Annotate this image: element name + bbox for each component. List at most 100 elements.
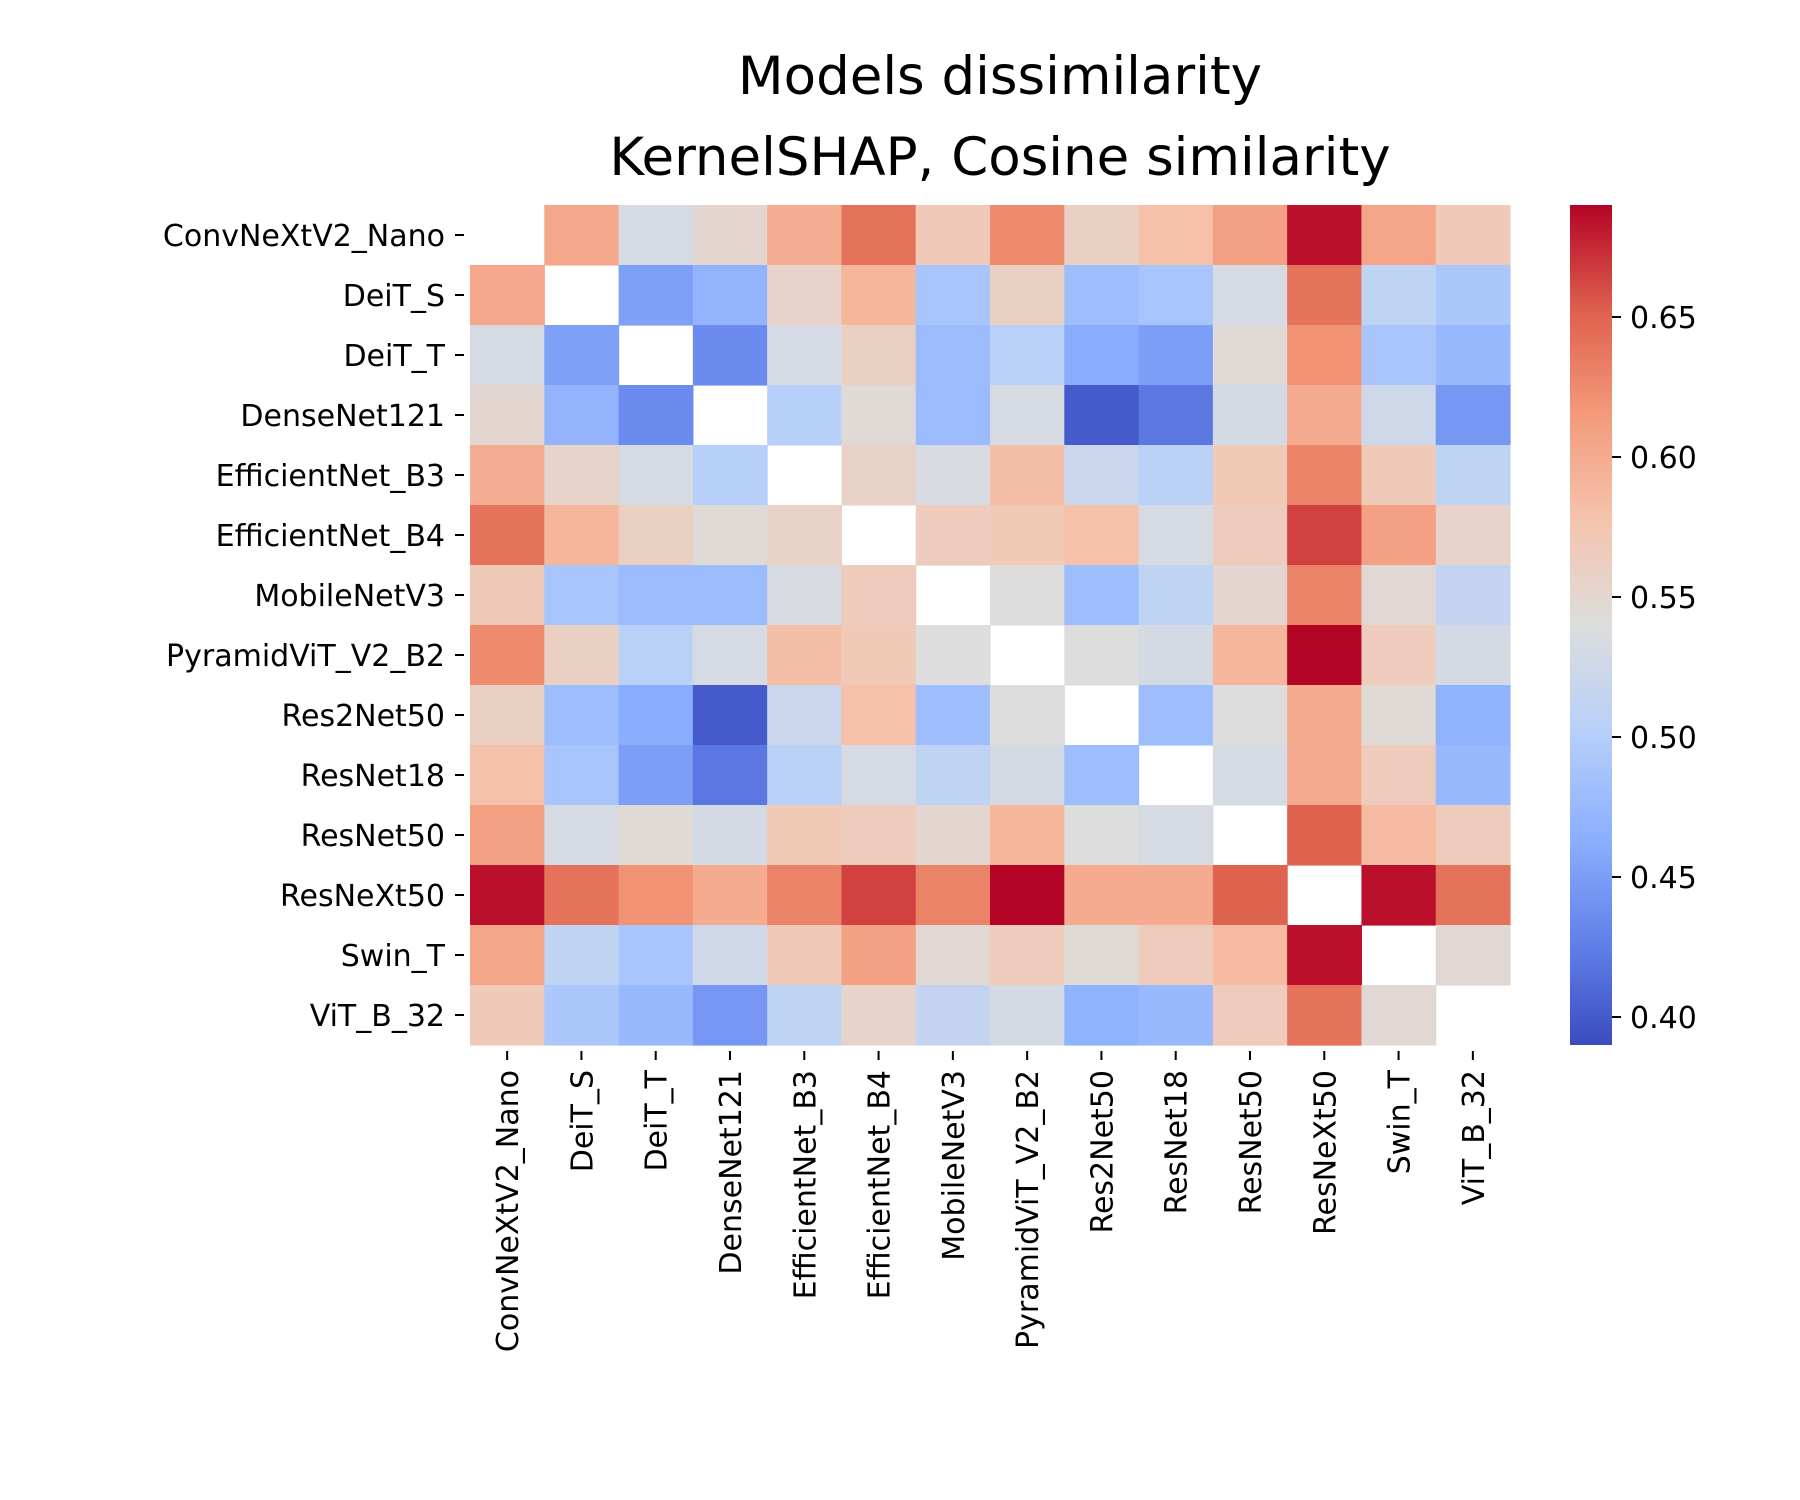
x-tick-label: DeiT_T <box>640 1069 675 1171</box>
colorbar-gradient <box>1570 205 1612 1045</box>
heatmap-cell-7-13 <box>1435 625 1511 686</box>
y-tick-label: DenseNet121 <box>240 399 445 434</box>
colorbar: 0.40 0.45 0.50 0.55 0.60 0.65 <box>1570 205 1697 1045</box>
heatmap-cell-3-1 <box>544 385 620 446</box>
heatmap-cell-1-5 <box>841 265 917 326</box>
heatmap-cell-12-8 <box>1064 925 1140 986</box>
heatmap-cell-5-11 <box>1287 505 1363 566</box>
colorbar-tick-label: 0.55 <box>1630 581 1697 616</box>
heatmap-cell-6-3 <box>692 565 768 626</box>
heatmap-cell-4-12 <box>1361 445 1437 506</box>
heatmap-cell-0-2 <box>618 205 694 266</box>
heatmap-cell-0-10 <box>1212 205 1288 266</box>
heatmap-cell-8-0 <box>470 685 545 746</box>
heatmap-cell-3-7 <box>990 385 1065 446</box>
heatmap-cell-4-6 <box>915 445 991 506</box>
heatmap-cell-7-10 <box>1212 625 1288 686</box>
y-tick-label: ResNeXt50 <box>280 879 445 914</box>
heatmap-cell-5-12 <box>1361 505 1437 566</box>
heatmap-cell-6-12 <box>1361 565 1437 626</box>
heatmap-cell-9-2 <box>618 745 694 806</box>
heatmap-cell-11-3 <box>692 865 768 926</box>
heatmap-cell-3-12 <box>1361 385 1437 446</box>
chart-title-line-1: Models dissimilarity <box>738 46 1262 107</box>
heatmap-cell-10-5 <box>841 805 917 866</box>
heatmap-cell-1-8 <box>1064 265 1140 326</box>
heatmap-cell-11-9 <box>1138 865 1214 926</box>
heatmap-cell-3-2 <box>618 385 694 446</box>
x-tick-label: ResNet18 <box>1160 1070 1195 1214</box>
x-tick-label: Res2Net50 <box>1085 1070 1120 1234</box>
heatmap-cell-2-9 <box>1138 325 1214 386</box>
heatmap-cell-7-3 <box>692 625 768 686</box>
heatmap-cell-7-5 <box>841 625 917 686</box>
heatmap-cell-13-7 <box>990 985 1065 1046</box>
heatmap-cell-2-3 <box>692 325 768 386</box>
heatmap-cell-10-4 <box>767 805 843 866</box>
heatmap-cell-1-10 <box>1212 265 1288 326</box>
heatmap-cell-8-2 <box>618 685 694 746</box>
heatmap-cell-13-1 <box>544 985 620 1046</box>
x-tick-label: EfficientNet_B3 <box>788 1070 823 1299</box>
heatmap-cell-11-12 <box>1361 865 1437 926</box>
heatmap-cell-12-13 <box>1435 925 1511 986</box>
heatmap-cell-12-7 <box>990 925 1065 986</box>
chart-title-line-2: KernelSHAP, Cosine similarity <box>609 127 1390 188</box>
heatmap-cell-5-1 <box>544 505 620 566</box>
colorbar-tick-label: 0.50 <box>1630 721 1697 756</box>
heatmap-cell-10-1 <box>544 805 620 866</box>
heatmap-cell-5-0 <box>470 505 545 566</box>
heatmap-cell-12-1 <box>544 925 620 986</box>
heatmap-cell-2-8 <box>1064 325 1140 386</box>
y-tick-label: DeiT_S <box>343 279 445 314</box>
heatmap-cell-6-0 <box>470 565 545 626</box>
colorbar-tick-label: 0.40 <box>1630 1001 1697 1036</box>
heatmap-cell-2-1 <box>544 325 620 386</box>
heatmap-cell-8-11 <box>1287 685 1363 746</box>
heatmap-cell-3-8 <box>1064 385 1140 446</box>
heatmap-cell-13-11 <box>1287 985 1363 1046</box>
heatmap-cell-8-9 <box>1138 685 1214 746</box>
heatmap-cell-0-6 <box>915 205 991 266</box>
heatmap-cell-3-9 <box>1138 385 1214 446</box>
heatmap-cell-8-7 <box>990 685 1065 746</box>
y-tick-label: Swin_T <box>341 939 446 974</box>
heatmap-cell-13-3 <box>692 985 768 1046</box>
heatmap-cell-10-6 <box>915 805 991 866</box>
x-tick-label: DeiT_S <box>565 1070 600 1172</box>
heatmap-cell-13-12 <box>1361 985 1437 1046</box>
heatmap-cell-4-2 <box>618 445 694 506</box>
y-tick-label: ViT_B_32 <box>310 999 445 1034</box>
heatmap-cell-0-3 <box>692 205 768 266</box>
heatmap-cell-5-4 <box>767 505 843 566</box>
heatmap-cell-5-6 <box>915 505 991 566</box>
heatmap-cell-10-3 <box>692 805 768 866</box>
heatmap-cell-9-1 <box>544 745 620 806</box>
heatmap-cell-0-5 <box>841 205 917 266</box>
heatmap-cell-5-7 <box>990 505 1065 566</box>
heatmap-cell-5-8 <box>1064 505 1140 566</box>
heatmap-cell-4-1 <box>544 445 620 506</box>
heatmap-cell-13-0 <box>470 985 545 1046</box>
heatmap-cell-6-13 <box>1435 565 1511 626</box>
heatmap-cell-7-0 <box>470 625 545 686</box>
y-tick-label: ResNet50 <box>301 819 445 854</box>
heatmap-cell-7-12 <box>1361 625 1437 686</box>
heatmap-cell-8-3 <box>692 685 768 746</box>
heatmap-cell-6-7 <box>990 565 1065 626</box>
heatmap-cell-1-6 <box>915 265 991 326</box>
y-axis-tick-labels: ConvNeXtV2_Nano DeiT_S DeiT_T DenseNet121 Ef… <box>163 219 464 1034</box>
heatmap-cell-6-11 <box>1287 565 1363 626</box>
heatmap-cell-5-9 <box>1138 505 1214 566</box>
heatmap-cell-7-11 <box>1287 625 1363 686</box>
heatmap-cell-7-2 <box>618 625 694 686</box>
heatmap-cell-2-10 <box>1212 325 1288 386</box>
heatmap-cell-12-9 <box>1138 925 1214 986</box>
heatmap-cell-11-13 <box>1435 865 1511 926</box>
heatmap-cell-2-11 <box>1287 325 1363 386</box>
heatmap-cell-0-9 <box>1138 205 1214 266</box>
heatmap-cell-1-11 <box>1287 265 1363 326</box>
heatmap-cell-8-6 <box>915 685 991 746</box>
heatmap-cell-9-8 <box>1064 745 1140 806</box>
y-tick-label: Res2Net50 <box>281 699 445 734</box>
